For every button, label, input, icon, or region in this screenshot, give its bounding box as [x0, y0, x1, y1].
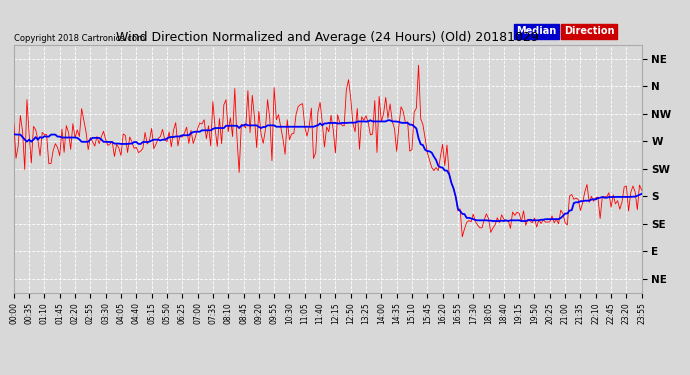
Text: Median: Median: [516, 26, 556, 36]
Text: Direction: Direction: [564, 26, 614, 36]
Text: Copyright 2018 Cartronics.com: Copyright 2018 Cartronics.com: [14, 33, 145, 42]
Title: Wind Direction Normalized and Average (24 Hours) (Old) 20181029: Wind Direction Normalized and Average (2…: [117, 31, 539, 44]
